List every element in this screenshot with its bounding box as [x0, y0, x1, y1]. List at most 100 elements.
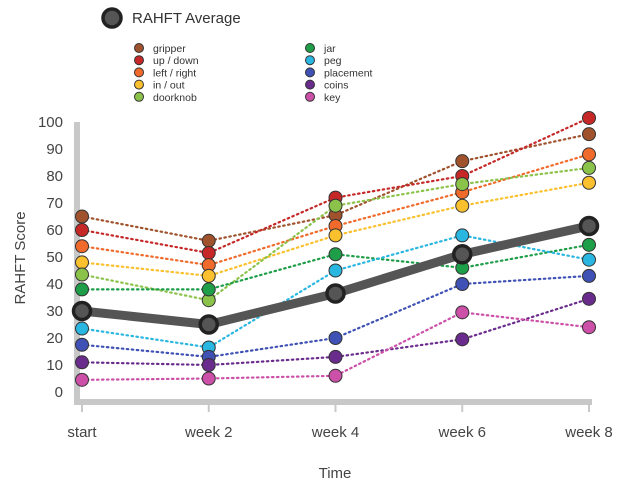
- series-line-key: [80, 311, 591, 381]
- data-point-in-out: [75, 255, 89, 270]
- legend-item-doorknob: doorknob: [134, 91, 197, 104]
- y-tick-label: 0: [55, 384, 63, 401]
- legend-marker: [134, 67, 144, 78]
- x-tick-label: week 2: [184, 424, 233, 441]
- data-point-placement: [328, 331, 343, 345]
- data-point-peg: [328, 263, 343, 278]
- legend-marker: [305, 43, 315, 53]
- y-tick-label: 100: [38, 114, 63, 131]
- y-tick-label: 70: [46, 195, 63, 212]
- data-point-in-out: [201, 268, 216, 283]
- x-ticks: start week 2 week 4 week 6 week 8: [67, 404, 613, 441]
- data-point-peg: [75, 321, 89, 336]
- x-tick-label: start: [67, 424, 97, 441]
- legend-label: jar: [323, 43, 336, 55]
- x-axis-title: Time: [319, 465, 352, 482]
- legend-label: up / down: [153, 55, 199, 67]
- legend-label: key: [324, 92, 341, 104]
- y-axis-title: RAHFT Score: [12, 211, 29, 304]
- data-point-placement: [455, 277, 470, 291]
- average-legend-label: RAHFT Average: [132, 10, 241, 27]
- data-point-peg: [455, 228, 470, 243]
- average-legend: RAHFT Average: [101, 7, 241, 29]
- data-point-placement: [75, 337, 89, 352]
- legend-item-gripper: gripper: [134, 43, 186, 55]
- data-point-coins: [582, 291, 596, 306]
- legend-marker: [134, 91, 144, 102]
- data-point-coins: [328, 349, 343, 364]
- series-line-coins: [80, 297, 591, 367]
- data-point-up-down: [75, 223, 89, 237]
- data-point-coins: [75, 355, 89, 370]
- legend-marker: [305, 91, 315, 102]
- legend-label: in / out: [153, 80, 185, 92]
- x-tick-label: week 8: [564, 424, 613, 441]
- data-point-in-out: [455, 198, 470, 213]
- series-points: [75, 110, 596, 387]
- data-point-peg: [582, 252, 596, 267]
- data-point-doorknob: [582, 160, 596, 175]
- data-point-key: [75, 372, 89, 387]
- y-tick-label: 20: [46, 330, 63, 347]
- series-line-jar: [80, 243, 591, 291]
- average-point: [578, 215, 600, 237]
- data-point-up-down: [201, 245, 216, 260]
- legend-item-left-right: left / right: [134, 67, 196, 79]
- average-points: [71, 215, 600, 335]
- legend-label: peg: [324, 55, 342, 67]
- average-point: [71, 300, 93, 322]
- legend-label: coins: [324, 80, 349, 92]
- legend-item-placement: placement: [305, 67, 373, 79]
- y-ticks: 0 10 20 30 40 50 60 70 80 90 100: [38, 114, 63, 401]
- data-point-up-down: [582, 110, 596, 125]
- legend-item-in-out: in / out: [134, 79, 185, 92]
- legend-label: placement: [324, 67, 373, 79]
- data-point-doorknob: [328, 198, 343, 213]
- legend-label: gripper: [153, 43, 186, 55]
- average-point: [325, 283, 346, 304]
- data-point-gripper: [455, 154, 470, 169]
- data-point-key: [201, 371, 216, 386]
- legend-marker: [134, 55, 144, 66]
- data-point-gripper: [201, 233, 216, 248]
- y-tick-label: 80: [46, 168, 63, 185]
- data-point-key: [582, 320, 596, 335]
- average-point: [198, 314, 219, 335]
- data-point-jar: [201, 282, 216, 297]
- data-point-in-out: [328, 228, 343, 243]
- y-tick-label: 50: [46, 249, 63, 266]
- y-tick-label: 90: [46, 141, 63, 158]
- data-point-doorknob: [75, 267, 89, 282]
- data-point-in-out: [582, 175, 596, 190]
- y-tick-label: 60: [46, 222, 63, 239]
- data-point-placement: [582, 268, 596, 283]
- data-point-key: [328, 368, 343, 383]
- average-point: [452, 244, 473, 265]
- data-point-gripper: [582, 127, 596, 142]
- data-point-jar: [328, 247, 343, 262]
- data-point-jar: [75, 282, 89, 297]
- legend-marker: [305, 55, 315, 66]
- data-point-doorknob: [455, 177, 470, 192]
- legend-marker: [305, 67, 315, 78]
- data-point-left-right: [582, 147, 596, 162]
- data-point-gripper: [75, 209, 89, 224]
- y-tick-label: 30: [46, 303, 63, 320]
- y-tick-label: 10: [46, 357, 63, 374]
- legend-label: doorknob: [153, 92, 197, 104]
- legend-item-peg: peg: [305, 55, 342, 67]
- data-point-jar: [582, 237, 596, 252]
- x-tick-label: week 4: [311, 424, 360, 441]
- legend-item-up-down: up / down: [134, 55, 199, 67]
- legend-marker: [134, 79, 144, 90]
- data-point-coins: [455, 332, 470, 347]
- legend-label: left / right: [153, 67, 196, 79]
- y-tick-label: 40: [46, 276, 63, 293]
- data-point-coins: [201, 358, 216, 372]
- legend-item-key: key: [305, 91, 341, 104]
- average-legend-marker: [101, 7, 123, 29]
- legend-item-jar: jar: [305, 43, 336, 55]
- legend-marker: [134, 43, 144, 53]
